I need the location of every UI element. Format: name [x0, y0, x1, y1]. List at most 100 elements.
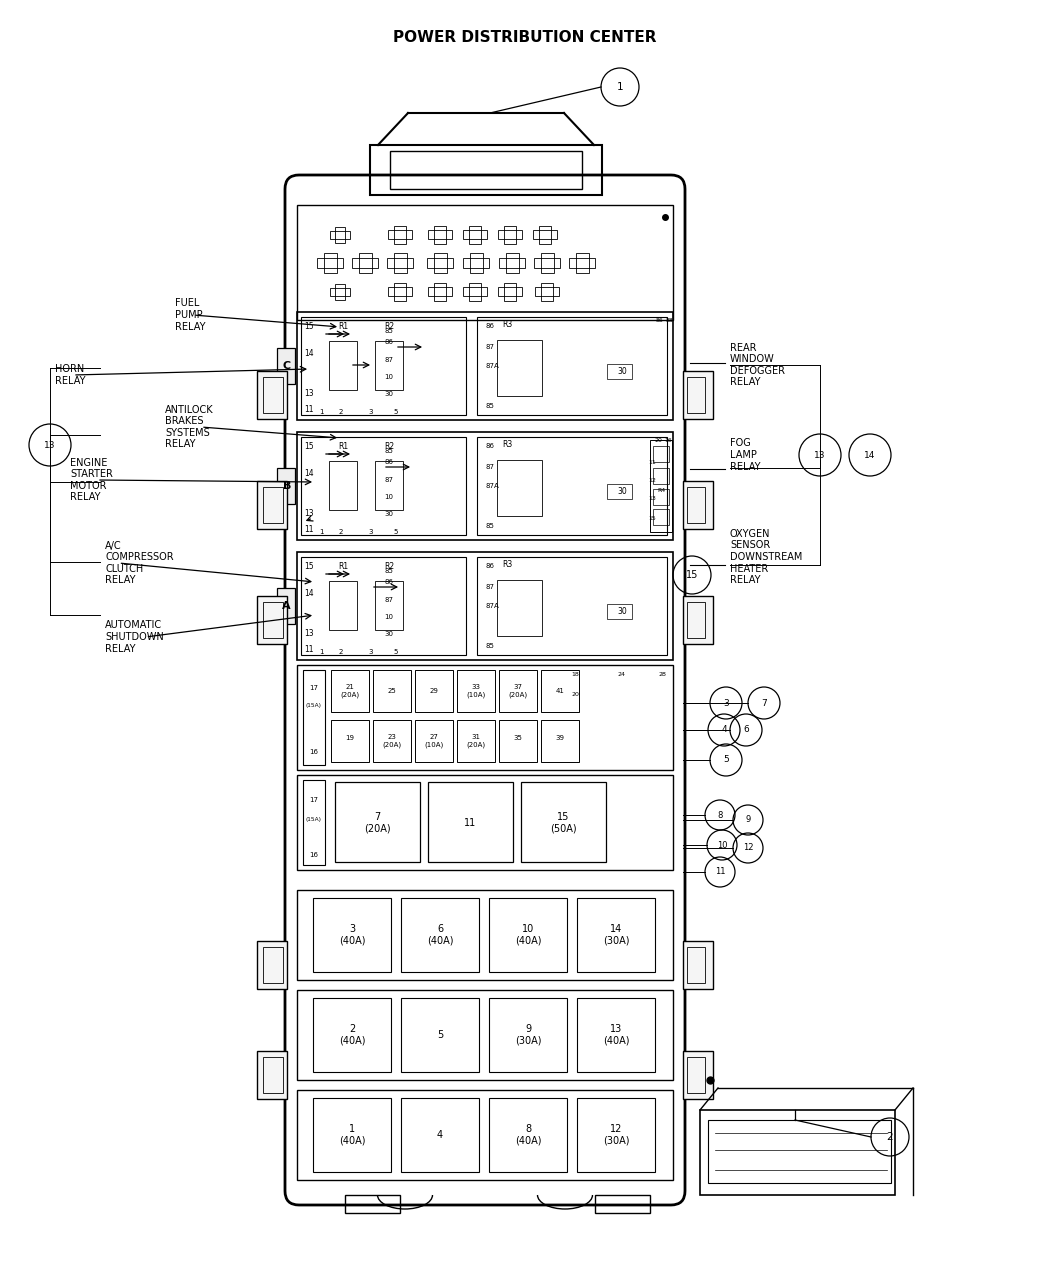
- Text: 85: 85: [485, 403, 494, 409]
- Bar: [428, 782, 513, 862]
- Bar: [687, 377, 705, 413]
- Text: 17: 17: [310, 685, 318, 691]
- Text: 4: 4: [437, 1130, 443, 1140]
- Text: (15A): (15A): [306, 817, 322, 822]
- Text: FOG
LAMP
RELAY: FOG LAMP RELAY: [730, 439, 760, 472]
- Bar: [607, 604, 632, 618]
- Bar: [331, 669, 369, 711]
- Text: R1: R1: [338, 441, 348, 450]
- Bar: [457, 720, 495, 762]
- Bar: [297, 312, 673, 419]
- Bar: [324, 252, 337, 273]
- Bar: [297, 1090, 673, 1179]
- Text: 1: 1: [319, 649, 323, 655]
- Bar: [506, 252, 519, 273]
- Bar: [428, 230, 452, 238]
- Text: ENGINE
STARTER
MOTOR
RELAY: ENGINE STARTER MOTOR RELAY: [70, 458, 113, 502]
- Bar: [708, 1119, 891, 1183]
- Text: 1: 1: [616, 82, 624, 92]
- Text: 29: 29: [429, 688, 439, 694]
- Text: 87: 87: [485, 464, 494, 469]
- Bar: [373, 720, 411, 762]
- Bar: [499, 258, 525, 268]
- Text: 5: 5: [723, 756, 729, 765]
- Text: 15: 15: [648, 515, 656, 520]
- Bar: [477, 317, 667, 414]
- Text: 87A: 87A: [485, 363, 499, 368]
- Text: 3: 3: [369, 409, 373, 414]
- Bar: [370, 145, 602, 195]
- Text: REAR
WINDOW
DEFOGGER
RELAY: REAR WINDOW DEFOGGER RELAY: [730, 343, 785, 388]
- Text: 14: 14: [864, 450, 876, 459]
- Bar: [257, 371, 287, 419]
- Bar: [687, 602, 705, 638]
- Bar: [313, 898, 391, 972]
- Bar: [388, 230, 412, 238]
- Text: 5: 5: [394, 649, 398, 655]
- Text: 1
(40A): 1 (40A): [339, 1125, 365, 1146]
- Bar: [313, 998, 391, 1072]
- Text: 10: 10: [717, 840, 728, 849]
- Bar: [313, 1098, 391, 1172]
- Bar: [401, 1098, 479, 1172]
- Bar: [388, 287, 412, 296]
- Bar: [578, 998, 655, 1072]
- Bar: [541, 669, 579, 711]
- Bar: [536, 287, 559, 296]
- Bar: [375, 462, 403, 510]
- Text: 3: 3: [723, 699, 729, 708]
- Text: 11: 11: [715, 867, 726, 876]
- Bar: [297, 890, 673, 980]
- Bar: [335, 782, 420, 862]
- Text: R2: R2: [384, 321, 394, 330]
- Text: 11: 11: [648, 459, 656, 464]
- Bar: [653, 446, 669, 462]
- Bar: [541, 252, 554, 273]
- Text: 35: 35: [513, 734, 523, 747]
- Text: 13
(40A): 13 (40A): [603, 1024, 629, 1046]
- Bar: [498, 230, 522, 238]
- Bar: [415, 669, 453, 711]
- Text: 12
(30A): 12 (30A): [603, 1125, 629, 1146]
- Text: 30: 30: [617, 607, 627, 616]
- Bar: [477, 437, 667, 536]
- Bar: [317, 258, 343, 268]
- Text: 86: 86: [485, 323, 494, 329]
- Bar: [345, 1195, 400, 1213]
- Text: 10: 10: [384, 374, 394, 380]
- Bar: [335, 284, 345, 300]
- Text: 10: 10: [384, 613, 394, 620]
- Text: 8: 8: [717, 811, 722, 820]
- Text: 85: 85: [384, 569, 394, 575]
- Text: 2: 2: [339, 649, 343, 655]
- Bar: [330, 231, 350, 238]
- Text: 15: 15: [304, 561, 314, 570]
- Bar: [373, 669, 411, 711]
- Bar: [463, 287, 487, 296]
- Bar: [497, 460, 542, 516]
- Text: 18: 18: [571, 672, 579, 677]
- Text: 2: 2: [339, 409, 343, 414]
- Bar: [387, 258, 413, 268]
- Bar: [489, 898, 567, 972]
- Bar: [401, 998, 479, 1072]
- Text: 14
(30A): 14 (30A): [603, 924, 629, 946]
- Text: 39: 39: [555, 734, 565, 747]
- Text: 28: 28: [658, 672, 666, 677]
- Text: 19: 19: [345, 734, 355, 747]
- Text: 7: 7: [761, 699, 766, 708]
- Bar: [375, 581, 403, 630]
- Bar: [277, 348, 295, 384]
- Text: 11: 11: [464, 819, 476, 827]
- Bar: [653, 468, 669, 484]
- Text: 86: 86: [485, 442, 494, 449]
- Text: 13: 13: [304, 629, 314, 638]
- Bar: [463, 230, 487, 238]
- Bar: [541, 283, 553, 301]
- Bar: [297, 205, 673, 320]
- Bar: [534, 258, 560, 268]
- Text: C: C: [282, 361, 291, 371]
- Bar: [470, 252, 483, 273]
- Bar: [463, 258, 489, 268]
- Text: 25: 25: [387, 688, 397, 694]
